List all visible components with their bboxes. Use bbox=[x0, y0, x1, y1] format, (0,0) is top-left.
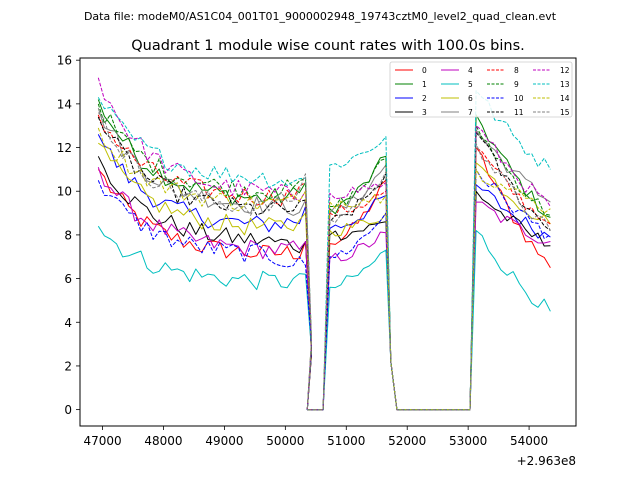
plot-area bbox=[97, 77, 551, 411]
x-axis-offset-label: +2.963e8 bbox=[517, 454, 576, 468]
legend-label-1: 1 bbox=[422, 80, 427, 89]
y-tick-label: 6 bbox=[64, 272, 72, 286]
y-tick-label: 14 bbox=[57, 97, 72, 111]
series-line-2 bbox=[97, 134, 551, 411]
legend-label-13: 13 bbox=[560, 80, 570, 89]
legend-label-3: 3 bbox=[422, 108, 427, 117]
legend-label-2: 2 bbox=[422, 94, 427, 103]
series-line-15 bbox=[97, 112, 551, 411]
y-tick-label: 8 bbox=[64, 228, 72, 242]
legend-label-7: 7 bbox=[468, 108, 473, 117]
legend-label-5: 5 bbox=[468, 80, 473, 89]
legend-label-6: 6 bbox=[468, 94, 473, 103]
y-tick-label: 12 bbox=[57, 141, 72, 155]
x-tick-label: 47000 bbox=[83, 434, 121, 448]
series-line-0 bbox=[97, 147, 551, 411]
legend-box bbox=[389, 61, 573, 118]
x-tick-label: 53000 bbox=[449, 434, 487, 448]
data-file-label: Data file: modeM0/AS1C04_001T01_90000029… bbox=[84, 10, 557, 23]
legend-label-10: 10 bbox=[514, 94, 524, 103]
x-tick-label: 50000 bbox=[266, 434, 304, 448]
y-tick-label: 0 bbox=[64, 403, 72, 417]
axes-frame bbox=[79, 57, 577, 427]
y-tick-label: 2 bbox=[64, 359, 72, 373]
series-line-9 bbox=[97, 103, 551, 411]
chart-title: Quadrant 1 module wise count rates with … bbox=[131, 38, 525, 54]
legend-label-9: 9 bbox=[514, 80, 519, 89]
series-line-14 bbox=[97, 127, 551, 411]
legend-label-15: 15 bbox=[560, 108, 570, 117]
series-line-8 bbox=[97, 114, 551, 411]
series-line-13 bbox=[97, 90, 551, 411]
legend-label-4: 4 bbox=[468, 66, 473, 75]
y-tick-label: 16 bbox=[57, 54, 72, 68]
series-line-5 bbox=[97, 225, 551, 411]
series-line-4 bbox=[97, 167, 551, 411]
x-tick-label: 48000 bbox=[144, 434, 182, 448]
legend-label-11: 11 bbox=[514, 108, 524, 117]
legend-label-14: 14 bbox=[560, 94, 570, 103]
series-line-3 bbox=[97, 156, 551, 411]
series-line-11 bbox=[97, 116, 551, 411]
y-tick-label: 4 bbox=[64, 316, 72, 330]
legend-label-12: 12 bbox=[560, 66, 570, 75]
series-line-12 bbox=[97, 77, 551, 411]
x-tick-label: 49000 bbox=[205, 434, 243, 448]
axis-ticks: 47000 48000 49000 50000 51000 52000 53000 54000… bbox=[57, 54, 548, 448]
legend-label-0: 0 bbox=[422, 66, 427, 75]
x-tick-label: 54000 bbox=[510, 434, 548, 448]
series-line-6 bbox=[98, 142, 551, 411]
x-tick-label: 52000 bbox=[388, 434, 426, 448]
y-tick-label: 10 bbox=[57, 185, 72, 199]
legend-label-8: 8 bbox=[514, 66, 519, 75]
x-tick-label: 51000 bbox=[327, 434, 365, 448]
